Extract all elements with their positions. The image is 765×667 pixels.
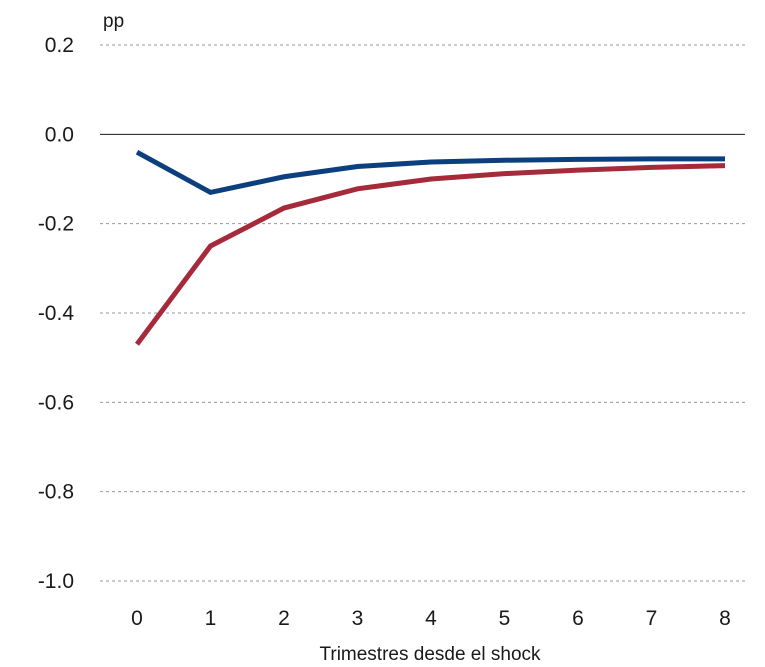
data-point-series-1 [651, 158, 652, 159]
data-point-series-1 [578, 159, 579, 160]
y-tick-label: -0.8 [38, 481, 74, 504]
y-tick-labels: 0.2 0.0 -0.2 -0.4 -0.6 -0.8 -1.0 [38, 34, 75, 593]
y-tick-label: -1.0 [38, 570, 74, 593]
data-point-series-2 [210, 246, 211, 247]
x-tick-label: 7 [646, 607, 658, 630]
y-tick-label: 0.0 [45, 123, 74, 146]
x-tick-labels: 0 1 2 3 4 5 6 7 8 [131, 607, 731, 630]
x-tick-label: 5 [499, 607, 511, 630]
y-tick-label: -0.6 [38, 391, 74, 414]
y-tick-label: 0.2 [45, 34, 74, 57]
series-line-1 [135, 150, 725, 196]
data-point-series-2 [578, 170, 579, 171]
x-tick-label: 8 [719, 607, 731, 630]
gridlines [100, 44, 745, 582]
data-point-series-2 [137, 344, 138, 345]
x-tick-label: 6 [572, 607, 584, 630]
series-line-2 [134, 163, 726, 346]
series-lines [134, 150, 726, 346]
data-point-series-1 [431, 162, 432, 163]
data-point-series-1 [504, 160, 505, 161]
y-tick-label: -0.2 [38, 213, 74, 236]
x-tick-label: 3 [352, 607, 364, 630]
x-tick-label: 4 [425, 607, 437, 630]
data-point-series-1 [725, 158, 726, 159]
y-tick-label: -0.4 [38, 302, 75, 325]
data-point-series-1 [357, 166, 358, 167]
x-tick-label: 1 [205, 607, 217, 630]
y-unit-label: pp [103, 11, 124, 32]
data-point-series-2 [651, 167, 652, 168]
data-point-series-2 [725, 165, 726, 166]
data-point-series-2 [431, 179, 432, 180]
data-point-series-1 [284, 176, 285, 177]
data-point-series-2 [357, 188, 358, 189]
data-point-series-2 [284, 208, 285, 209]
data-point-series-1 [210, 192, 211, 193]
data-point-series-1 [137, 152, 138, 153]
data-point-series-2 [504, 173, 505, 174]
x-tick-label: 2 [278, 607, 290, 630]
x-axis-title: Trimestres desde el shock [319, 644, 541, 665]
x-tick-label: 0 [131, 607, 143, 630]
